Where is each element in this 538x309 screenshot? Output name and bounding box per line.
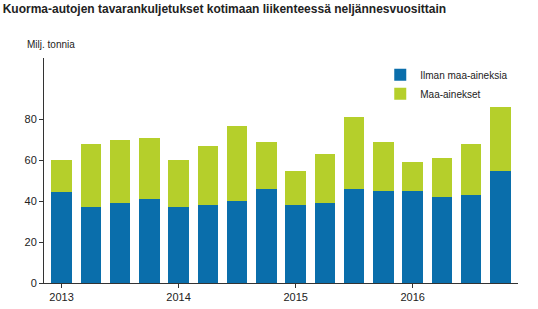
svg-text:2015: 2015 bbox=[283, 291, 307, 303]
svg-text:2013: 2013 bbox=[49, 291, 73, 303]
svg-text:Milj. tonnia: Milj. tonnia bbox=[27, 39, 75, 50]
svg-text:60: 60 bbox=[25, 154, 37, 166]
svg-text:Ilman maa-aineksia: Ilman maa-aineksia bbox=[420, 70, 507, 81]
svg-text:2014: 2014 bbox=[166, 291, 190, 303]
svg-text:40: 40 bbox=[25, 195, 37, 207]
svg-text:20: 20 bbox=[25, 236, 37, 248]
svg-text:0: 0 bbox=[31, 277, 37, 289]
svg-text:2016: 2016 bbox=[400, 291, 424, 303]
svg-text:Maa-ainekset: Maa-ainekset bbox=[420, 89, 480, 100]
svg-text:Kuorma-autojen tavarankuljetuk: Kuorma-autojen tavarankuljetukset kotima… bbox=[3, 2, 446, 16]
svg-text:80: 80 bbox=[25, 113, 37, 125]
